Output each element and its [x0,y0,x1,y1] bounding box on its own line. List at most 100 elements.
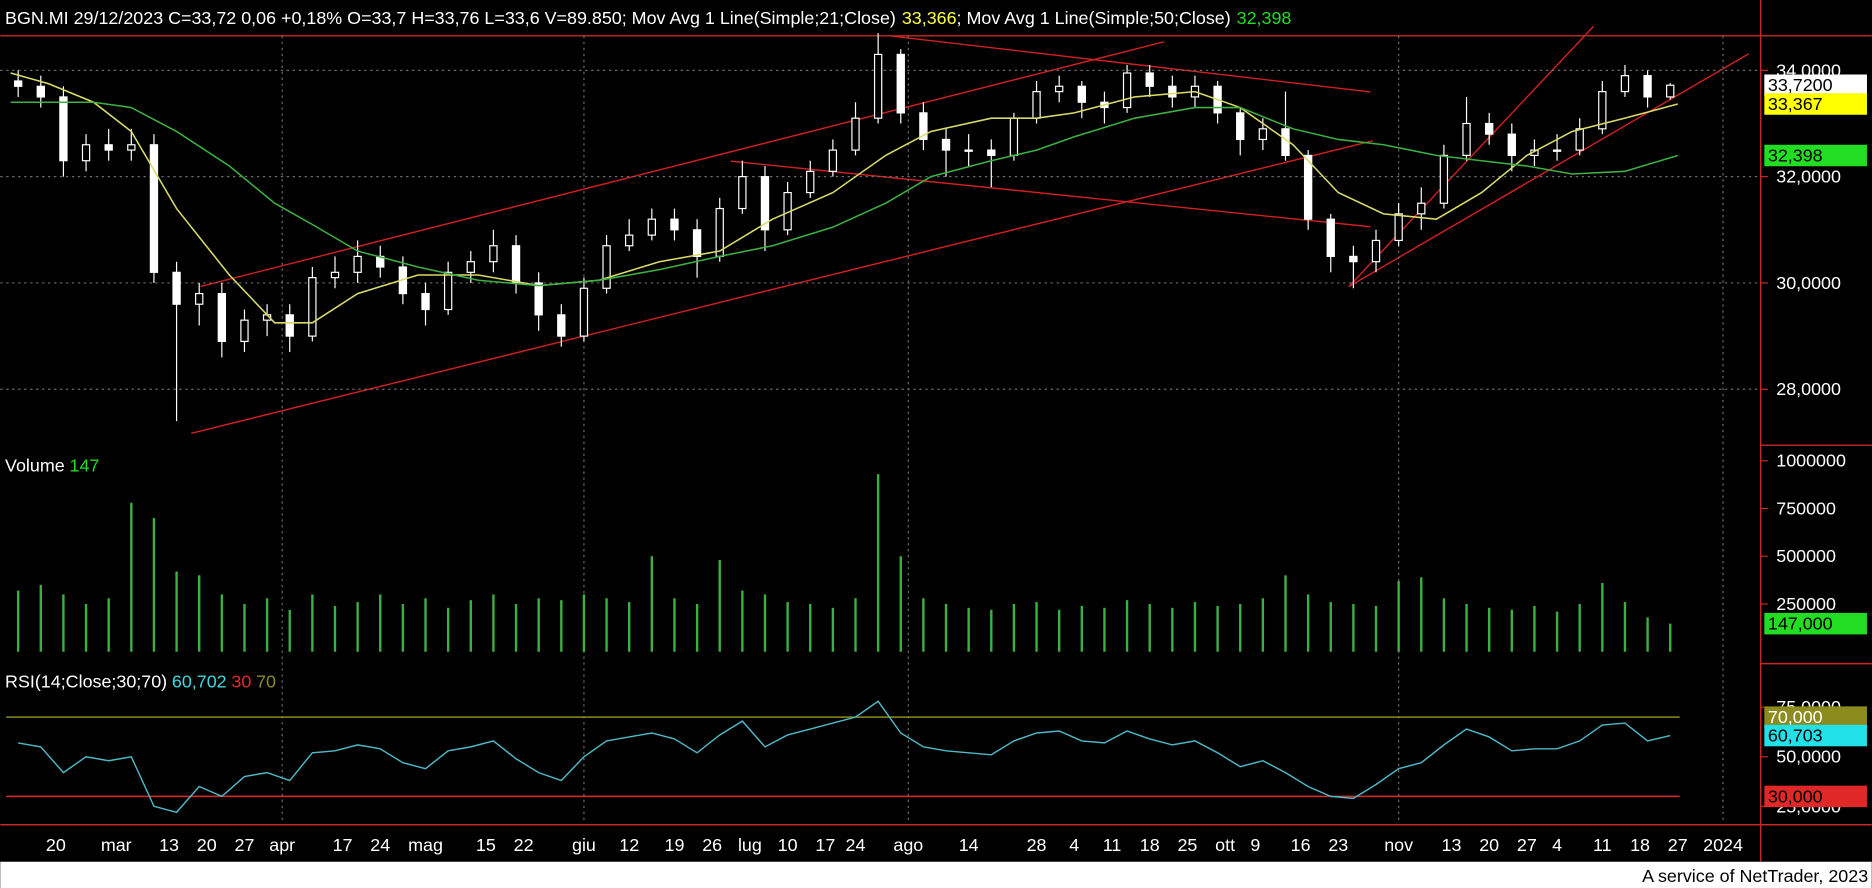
candle-body [1326,218,1335,257]
candle-body [1349,255,1358,263]
x-tick-label: 23 [1328,835,1348,855]
volume-bar [130,502,133,652]
footer-bar [0,861,1872,888]
x-tick-label: apr [269,835,295,855]
price-tag [1764,706,1867,728]
price-tag-label: 70,000 [1768,707,1823,727]
y-tick-label: 1000000 [1776,451,1846,471]
candle-body [443,271,453,311]
candle-body [1439,154,1449,204]
y-tick-label: 50,0000 [1776,747,1841,767]
volume-bar [311,594,314,652]
price-tag [1764,144,1867,167]
volume-bar [356,602,359,652]
volume-bar [84,603,88,652]
candle-body [692,229,702,257]
panel-title: Volume [5,455,65,475]
candle-body [1507,133,1516,156]
x-tick-label: 17 [333,835,353,855]
legend-entry: ; Mov Avg 1 Line(Simple;50;Close) [957,8,1231,28]
volume-bar [1261,598,1265,652]
x-tick-label: nov [1384,835,1413,855]
volume-bar [1555,611,1559,652]
x-tick-label: 15 [476,835,496,855]
footer: A service of NetTrader, 2023 [1642,866,1868,886]
candle-body [1484,122,1494,135]
volume-legend: Volume 147 [5,455,99,475]
price-tag-label: 60,703 [1768,726,1823,746]
volume-bar [1510,609,1513,652]
volume-bar [922,598,925,652]
candle-body [353,255,362,273]
volume-bar [401,603,405,652]
volume-bar [854,598,857,652]
candle-body [670,218,679,231]
x-tick-label: 11 [1103,835,1122,855]
y-tick-label: 30,0000 [1776,273,1841,293]
candle-body [1643,75,1652,98]
candle-body [308,277,317,337]
volume-bar [786,602,789,652]
volume-bar [990,609,993,652]
y-tick-label: 500000 [1776,546,1836,566]
candle-body [941,138,951,151]
candle-body [217,292,227,343]
candle-body [579,287,589,337]
x-tick-label: 13 [1441,835,1461,855]
volume-bar [1465,603,1468,652]
volume-bar [673,598,676,652]
volume-bar [288,609,291,652]
volume-bar [650,556,654,652]
x-tick-label: 13 [159,835,179,855]
volume-bar [1239,603,1242,652]
candle-body [647,218,657,236]
candle-body [557,314,566,337]
x-tick-label: 22 [514,835,534,855]
volume-bar [967,607,970,652]
y-tick-label: 32,0000 [1776,167,1841,187]
candle-body [873,53,883,119]
volume-bar [809,603,812,652]
candle-body [1417,202,1426,215]
volume-bar [107,598,110,652]
volume-bar [628,602,631,652]
volume-bar [1646,617,1649,652]
price-tag-label: 147,000 [1768,614,1833,634]
level-label: 30 [231,671,251,691]
volume-bar [1487,607,1491,652]
candle-body [1303,154,1313,220]
x-tick-label: 14 [959,835,979,855]
price-legend: BGN.MI 29/12/2023 C=33,72 0,06 +0,18% O=… [5,8,1291,28]
volume-bar [741,590,744,652]
candle-body [760,176,770,231]
volume-bar [1103,607,1106,652]
price-tag [1764,724,1867,747]
volume-bar [537,598,540,652]
candle-body [13,80,23,87]
candle-body [285,314,294,337]
price-tag-label: 33,367 [1768,94,1823,114]
volume-bar [1442,598,1446,652]
x-tick-label: 11 [1593,835,1612,855]
x-tick-label: 4 [1069,835,1079,855]
candle-body [1077,85,1086,103]
x-tick-label: 18 [1630,835,1650,855]
x-tick-label: 20 [197,835,217,855]
volume-bar [379,594,382,652]
candle-body [534,282,543,316]
candle-body [1552,149,1562,152]
level-label: 70 [256,671,276,691]
volume-bar [16,590,20,652]
candle-body [104,144,113,151]
moving-average-line [10,101,1678,287]
candle-body [964,149,973,152]
x-tick-label: mar [101,835,132,855]
candle-body [149,144,159,273]
volume-bar [424,598,427,652]
x-tick-label: 19 [665,835,685,855]
candle-body [1258,128,1268,141]
chart-title: BGN.MI 29/12/2023 C=33,72 0,06 +0,18% O=… [5,8,622,28]
x-tick-label: 18 [1140,835,1160,855]
volume-bar [514,603,518,652]
